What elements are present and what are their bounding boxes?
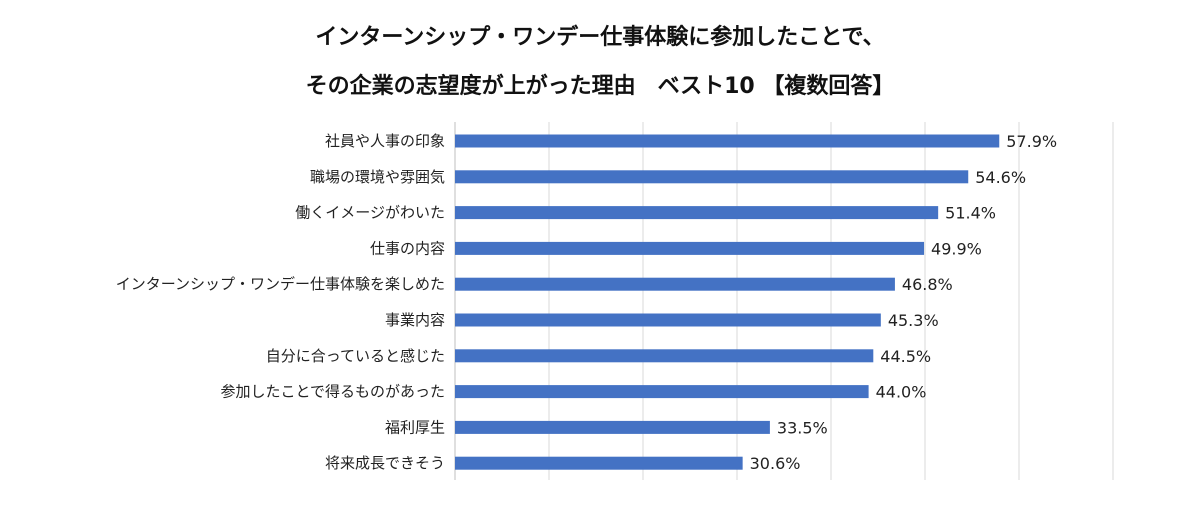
bar (455, 349, 874, 363)
category-label: 仕事の内容 (370, 239, 445, 257)
category-label: 福利厚生 (385, 418, 445, 436)
bar (455, 206, 939, 220)
chart-title-line-2: その企業の志望度が上がった理由 ベスト10 【複数回答】 (305, 74, 895, 99)
value-label: 54.6% (975, 168, 1026, 187)
value-label: 30.6% (750, 454, 801, 473)
value-label: 44.5% (880, 347, 931, 366)
value-label: 44.0% (876, 383, 927, 402)
bar (455, 420, 770, 434)
value-label: 51.4% (945, 204, 996, 223)
category-label: インターンシップ・ワンデー仕事体験を楽しめた (116, 275, 445, 293)
value-label: 33.5% (777, 418, 828, 437)
category-labels: 社員や人事の印象職場の環境や雰囲気働くイメージがわいた仕事の内容インターンシップ… (116, 132, 445, 472)
bar (455, 313, 881, 327)
bar (455, 241, 925, 255)
value-labels: 57.9% 54.6% 51.4% 49.9% 46.8% 45.3% 44.5% 44.0%… (750, 132, 1057, 473)
bars (455, 134, 1000, 470)
category-label: 働くイメージがわいた (295, 204, 445, 222)
bar (455, 170, 969, 184)
chart-title-line-1: インターンシップ・ワンデー仕事体験に参加したことで、 (315, 25, 885, 50)
value-label: 46.8% (902, 275, 953, 294)
bar (455, 277, 895, 291)
category-label: 自分に合っていると感じた (266, 347, 445, 365)
value-label: 57.9% (1006, 132, 1057, 151)
value-label: 45.3% (888, 311, 939, 330)
category-label: 社員や人事の印象 (325, 132, 445, 150)
bar (455, 385, 869, 399)
category-label: 事業内容 (385, 311, 445, 329)
bar (455, 134, 1000, 148)
value-label: 49.9% (931, 239, 982, 258)
category-label: 将来成長できそう (325, 454, 445, 472)
category-label: 参加したことで得るものがあった (220, 383, 445, 401)
bar (455, 456, 743, 470)
category-label: 職場の環境や雰囲気 (310, 168, 445, 186)
